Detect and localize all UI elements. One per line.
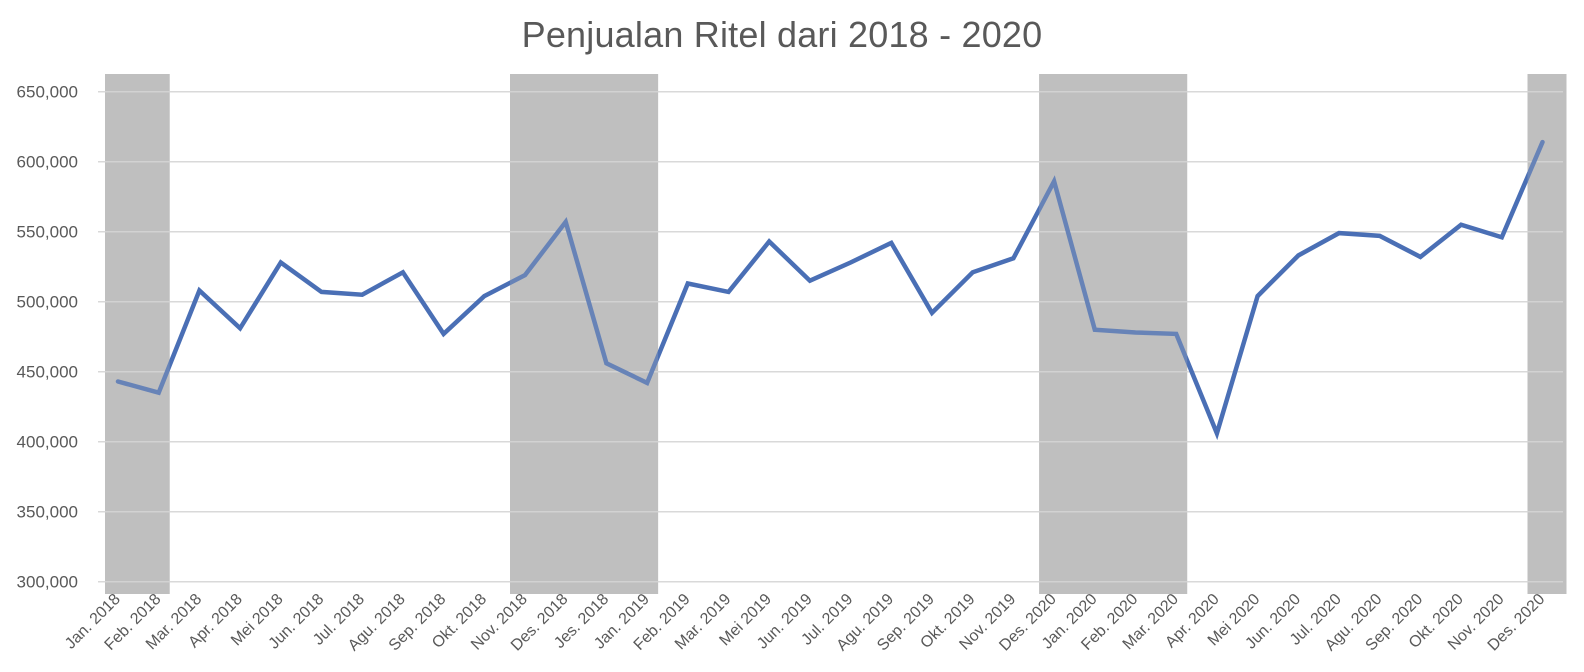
y-tick-label: 350,000 xyxy=(17,503,78,522)
y-tick-label: 450,000 xyxy=(17,363,78,382)
shaded-region xyxy=(510,74,659,594)
y-tick-label: 600,000 xyxy=(17,153,78,172)
y-tick-label: 300,000 xyxy=(17,573,78,592)
shaded-overlay xyxy=(1527,74,1567,594)
y-tick-label: 550,000 xyxy=(17,223,78,242)
shaded-overlay xyxy=(105,74,170,594)
shaded-overlay xyxy=(1039,74,1188,594)
y-tick-label: 650,000 xyxy=(17,83,78,102)
chart-title: Penjualan Ritel dari 2018 - 2020 xyxy=(521,14,1043,55)
y-tick-label: 500,000 xyxy=(17,293,78,312)
y-axis: 300,000 350,000 400,000 450,000 500,000 550,0… xyxy=(17,83,78,592)
shaded-regions xyxy=(105,74,1567,594)
data-series xyxy=(105,74,1567,594)
shaded-region xyxy=(105,74,170,594)
y-tick-label: 400,000 xyxy=(17,433,78,452)
gridlines xyxy=(98,90,1563,583)
shaded-overlay xyxy=(510,74,659,594)
series-line xyxy=(115,139,1545,441)
